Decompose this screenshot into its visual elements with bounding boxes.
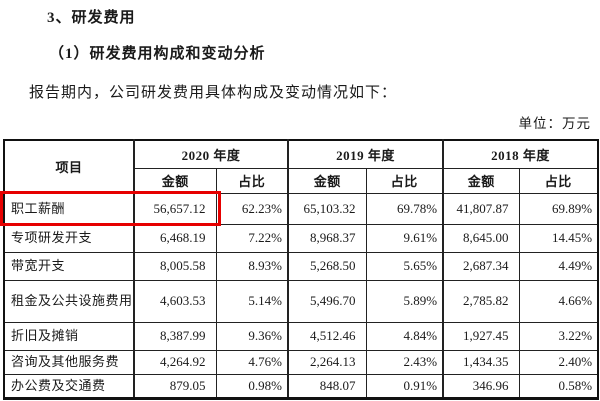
ratio-cell: 4.49% — [518, 251, 599, 281]
table-header-row-sub: 金额 占比 金额 占比 金额 占比 — [4, 167, 599, 194]
amount-cell: 65,103.32 — [287, 192, 367, 225]
amount-cell: 5,496.70 — [287, 279, 367, 323]
intro-paragraph: 报告期内，公司研发费用具体构成及变动情况如下： — [29, 85, 398, 101]
amount-cell: 56,657.12 — [133, 192, 217, 225]
unit-label: 单位：万元 — [518, 116, 591, 131]
ratio-cell: 0.98% — [215, 373, 289, 399]
ratio-cell: 5.14% — [215, 279, 289, 323]
ratio-cell: 14.45% — [518, 223, 599, 253]
amount-cell: 4,512.46 — [287, 321, 367, 351]
ratio-cell: 62.23% — [215, 192, 289, 225]
ratio-cell: 69.78% — [365, 192, 444, 225]
ratio-cell: 4.76% — [215, 349, 289, 375]
table-row: 租金及公共设施费用 4,603.53 5.14% 5,496.70 5.89% … — [3, 279, 599, 323]
section-title: 3、研发费用 — [47, 10, 136, 26]
column-header-ratio-2019: 占比 — [365, 167, 444, 194]
table-row: 折旧及摊销 8,387.99 9.36% 4,512.46 4.84% 1,92… — [3, 321, 599, 351]
ratio-cell: 9.36% — [215, 321, 289, 351]
row-item-label: 专项研发开支 — [3, 223, 135, 253]
row-item-label: 带宽开支 — [3, 251, 135, 281]
column-header-item: 项目 — [3, 139, 135, 194]
amount-cell: 8,968.37 — [287, 223, 367, 253]
amount-cell: 8,005.58 — [133, 251, 217, 281]
table-header-row-years: 项目 2020 年度 2019 年度 2018 年度 — [3, 139, 599, 194]
amount-cell: 848.07 — [287, 373, 367, 399]
ratio-cell: 2.40% — [518, 349, 599, 375]
column-header-ratio-2018: 占比 — [518, 167, 599, 194]
ratio-cell: 2.43% — [365, 349, 444, 375]
amount-cell: 8,645.00 — [442, 223, 520, 253]
ratio-cell: 9.61% — [365, 223, 444, 253]
ratio-cell: 7.22% — [215, 223, 289, 253]
amount-cell: 4,603.53 — [133, 279, 217, 323]
amount-cell: 5,268.50 — [287, 251, 367, 281]
table-row: 咨询及其他服务费 4,264.92 4.76% 2,264.13 2.43% 1… — [3, 349, 599, 375]
row-item-label: 折旧及摊销 — [3, 321, 135, 351]
amount-cell: 346.96 — [442, 373, 520, 399]
amount-cell: 1,927.45 — [442, 321, 520, 351]
ratio-cell: 8.93% — [215, 251, 289, 281]
amount-cell: 6,468.19 — [133, 223, 217, 253]
column-header-amount-2020: 金额 — [133, 167, 217, 194]
table-row: 专项研发开支 6,468.19 7.22% 8,968.37 9.61% 8,6… — [3, 223, 599, 253]
row-item-label: 咨询及其他服务费 — [3, 349, 135, 375]
column-header-year-2019: 2019 年度 — [287, 139, 444, 169]
ratio-cell: 4.66% — [518, 279, 599, 323]
amount-cell: 4,264.92 — [133, 349, 217, 375]
ratio-cell: 5.65% — [365, 251, 444, 281]
row-item-label: 办公费及交通费 — [3, 373, 135, 399]
amount-cell: 1,434.35 — [442, 349, 520, 375]
ratio-cell: 69.89% — [518, 192, 599, 225]
ratio-cell: 4.84% — [365, 321, 444, 351]
ratio-cell: 0.91% — [365, 373, 444, 399]
amount-cell: 8,387.99 — [133, 321, 217, 351]
amount-cell: 2,264.13 — [287, 349, 367, 375]
column-header-ratio-2020: 占比 — [215, 167, 289, 194]
column-header-year-2018: 2018 年度 — [442, 139, 599, 169]
ratio-cell: 3.22% — [518, 321, 599, 351]
row-item-label: 职工薪酬 — [3, 192, 135, 225]
table-row: 职工薪酬 56,657.12 62.23% 65,103.32 69.78% 4… — [3, 192, 599, 225]
column-header-amount-2019: 金额 — [287, 167, 367, 194]
subsection-title: （1）研发费用构成和变动分析 — [49, 46, 266, 62]
ratio-cell: 0.58% — [518, 373, 599, 399]
table-row: 带宽开支 8,005.58 8.93% 5,268.50 5.65% 2,687… — [3, 251, 599, 281]
ratio-cell: 5.89% — [365, 279, 444, 323]
column-header-year-2020: 2020 年度 — [132, 139, 289, 169]
amount-cell: 879.05 — [133, 373, 217, 399]
amount-cell: 2,687.34 — [442, 251, 520, 281]
table-row: 办公费及交通费 879.05 0.98% 848.07 0.91% 346.96… — [3, 373, 599, 399]
amount-cell: 41,807.87 — [442, 192, 520, 225]
amount-cell: 2,785.82 — [442, 279, 520, 323]
column-header-amount-2018: 金额 — [442, 167, 520, 194]
row-item-label: 租金及公共设施费用 — [3, 279, 135, 323]
rd-expense-table: 项目 2020 年度 2019 年度 2018 年度 金额 占比 金额 占比 金… — [3, 139, 600, 400]
